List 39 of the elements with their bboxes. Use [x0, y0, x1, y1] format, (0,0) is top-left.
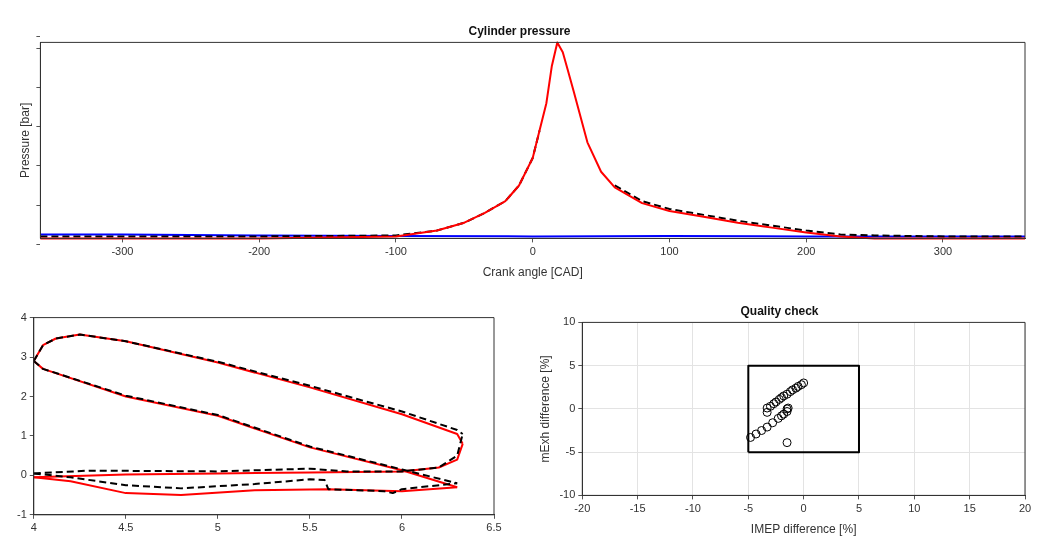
x-tick-label: -200 — [248, 245, 271, 258]
y-tick-label: 3 — [20, 350, 27, 363]
x-tick-label: 10 — [908, 502, 921, 515]
x-tick-label: 5.5 — [302, 521, 318, 534]
x-tick-label: 20 — [1018, 502, 1032, 515]
x-tick-label: -5 — [743, 502, 754, 515]
x-tick-label: 5 — [855, 502, 863, 515]
x-tick-label: -100 — [384, 245, 407, 258]
chart-title: Cylinder pressure — [468, 23, 571, 38]
x-axis-title: IMEP difference [%] — [750, 522, 857, 537]
y-axis-title: mExh difference [%] — [537, 355, 552, 463]
y-tick-label: -5 — [565, 445, 576, 458]
x-tick-label: 6 — [398, 521, 406, 534]
x-tick-label: -20 — [574, 502, 591, 515]
y-axis-title: Pressure [bar] — [17, 102, 32, 179]
y-tick-label: 2 — [20, 389, 27, 402]
x-tick-label: 4 — [30, 521, 37, 534]
y-tick-label: 5 — [569, 358, 576, 371]
x-tick-label: -15 — [629, 502, 646, 515]
x-tick-label: -300 — [111, 245, 134, 258]
y-tick-label: 1 — [20, 428, 27, 441]
x-tick-label: 300 — [933, 245, 953, 258]
x-tick-label: 200 — [797, 245, 816, 258]
y-tick-label: 10 — [563, 315, 576, 328]
x-tick-label: 5 — [214, 521, 221, 534]
y-tick-label: -10 — [559, 488, 576, 501]
y-tick-label: 0 — [569, 401, 576, 414]
x-tick-label: 4.5 — [118, 521, 134, 534]
x-tick-label: -10 — [685, 502, 701, 515]
y-tick-label: 4 — [20, 310, 27, 323]
x-tick-label: 15 — [963, 502, 976, 515]
x-tick-label: 6.5 — [486, 521, 502, 534]
x-tick-label: 0 — [800, 502, 807, 515]
y-tick-label: 0 — [20, 468, 27, 481]
x-axis-title: Crank angle [CAD] — [482, 265, 583, 280]
x-tick-label: 100 — [660, 245, 679, 258]
chart-title: Quality check — [740, 303, 819, 318]
x-tick-label: 0 — [529, 245, 536, 258]
y-tick-label: -1 — [17, 507, 27, 520]
